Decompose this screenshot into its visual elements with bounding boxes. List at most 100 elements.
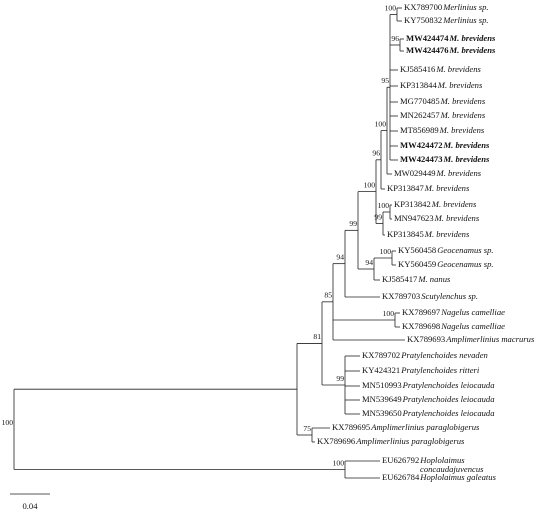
bootstrap-value: 100 (375, 119, 387, 128)
accession: KY560458 (398, 245, 436, 255)
taxon-label: KX789698Nagelus camelliae (402, 321, 505, 331)
scale-bar-label: 0.04 (22, 501, 38, 511)
species: M. brevidens (449, 45, 496, 55)
bootstrap-value: 100 (378, 201, 390, 210)
bootstrap-value: 100 (385, 3, 397, 12)
species: Merlinius sp. (442, 2, 488, 12)
accession: MW424476 (406, 45, 449, 55)
species: M. brevidens (431, 199, 477, 209)
accession: MN510993 (362, 380, 402, 390)
bootstrap-value: 96 (372, 149, 380, 158)
species: M. brevidens (440, 96, 486, 106)
species: M. brevidens (434, 213, 480, 223)
species: Amplimerlinius paraglobigerus (370, 422, 480, 432)
taxon-label: MN539650Pratylenchoides leiocauda (362, 408, 495, 418)
taxon-label: MW029449M. brevidens (394, 168, 482, 178)
bootstrap-value: 94 (365, 258, 373, 267)
taxon-label: MN262457M. brevidens (400, 110, 486, 120)
bootstrap-value: 94 (336, 252, 344, 261)
taxon-label: KY750832Merlinius sp. (404, 15, 489, 25)
accession: KX789693 (407, 334, 445, 344)
accession: KP313844 (400, 80, 437, 90)
taxon-label: KX789700Merlinius sp. (404, 2, 489, 12)
accession: KP313847 (387, 183, 424, 193)
accession: MN947623 (394, 213, 434, 223)
accession: EU626792 (382, 455, 419, 465)
bootstrap-value: 81 (313, 332, 321, 341)
bootstrap-value: 95 (381, 76, 389, 85)
taxon-label: KP313847M. brevidens (387, 183, 470, 193)
accession: MN262457 (400, 110, 440, 120)
taxon-label: MW424474M. brevidens (406, 33, 496, 43)
taxon-label: MN947623M. brevidens (394, 213, 480, 223)
bootstrap-value: 75 (303, 424, 311, 433)
species: Pratylenchoides ritteri (400, 365, 480, 375)
accession: KX789703 (382, 291, 420, 301)
species: Pratylenchoides leiocauda (402, 380, 495, 390)
taxon-label: KP313845M. brevidens (387, 229, 470, 239)
taxon-label: MN539649Pratylenchoides leiocauda (362, 394, 495, 404)
taxon-label: KP313842M. brevidens (394, 199, 477, 209)
bootstrap-value: 99 (374, 212, 382, 221)
taxon-label: EU626784Hoplolaimus galeatus (382, 472, 497, 482)
accession: MT856989 (400, 125, 439, 135)
accession: MW424472 (400, 140, 443, 150)
taxon-label: KX789693Amplimerlinius macrurus (407, 334, 535, 344)
accession: EU626784 (382, 472, 420, 482)
bootstrap-value: 96 (391, 34, 399, 43)
bootstrap-value: 100 (380, 247, 392, 256)
taxon-label: MW424472M. brevidens (400, 140, 490, 150)
species: Scutylenchus sp. (421, 291, 478, 301)
bootstrap-value: 100 (383, 309, 395, 318)
accession: KX789697 (402, 307, 441, 317)
accession: KY560459 (398, 259, 436, 269)
accession: KY750832 (404, 15, 442, 25)
taxon-label: KY424321Pratylenchoides ritteri (362, 365, 480, 375)
species: M. brevidens (424, 229, 470, 239)
species: Amplimerlinius macrurus (445, 334, 535, 344)
species: Amplimerlinius paraglobigerus (355, 436, 465, 446)
taxon-label: KJ585416M. brevidens (400, 64, 482, 74)
accession: KP313842 (394, 199, 431, 209)
species: Merlinius sp. (442, 15, 488, 25)
bootstrap-value: 100 (333, 458, 345, 467)
species: Hoplolaimus (419, 455, 465, 465)
accession: KJ585417 (382, 274, 418, 284)
species: M. brevidens (437, 80, 483, 90)
taxon-label: MW424476M. brevidens (406, 45, 496, 55)
taxon-label: KY560459Geocenamus sp. (398, 259, 494, 269)
bootstrap-value: 100 (2, 418, 14, 427)
species: Geocenamus sp. (437, 245, 493, 255)
species: M. brevidens (436, 168, 482, 178)
taxon-label: KX789702Pratylenchoides nevaden (362, 350, 488, 360)
accession: KY424321 (362, 365, 400, 375)
accession: MW029449 (394, 168, 436, 178)
species: Nagelus camelliae (440, 307, 505, 317)
species: M. brevidens (443, 140, 490, 150)
taxon-label: KJ585417M. nanus (382, 274, 451, 284)
species: Geocenamus sp. (437, 259, 493, 269)
taxon-label: KY560458Geocenamus sp. (398, 245, 494, 255)
taxon-label: KX789697Nagelus camelliae (402, 307, 505, 317)
taxon-label: MN510993Pratylenchoides leiocauda (362, 380, 495, 390)
taxon-label: MG770485M. brevidens (400, 96, 486, 106)
taxon-label: KX789696Amplimerlinius paraglobigerus (317, 436, 465, 446)
species: M. brevidens (435, 64, 481, 74)
bootstrap-value: 99 (336, 374, 344, 383)
species: Pratylenchoides leiocauda (402, 394, 495, 404)
accession: KX789700 (404, 2, 442, 12)
taxon-label: KP313844M. brevidens (400, 80, 483, 90)
taxon-label: MW424473M. brevidens (400, 154, 490, 164)
species: Nagelus camelliae (440, 321, 505, 331)
accession: KP313845 (387, 229, 424, 239)
species: M. brevidens (443, 154, 490, 164)
species: M. brevidens (440, 110, 486, 120)
accession: KX789698 (402, 321, 440, 331)
taxon-label: KX789703Scutylenchus sp. (382, 291, 478, 301)
species: Pratylenchoides nevaden (400, 350, 488, 360)
accession: MN539649 (362, 394, 402, 404)
accession: MW424473 (400, 154, 443, 164)
accession: MW424474 (406, 33, 449, 43)
bootstrap-value: 100 (364, 180, 376, 189)
